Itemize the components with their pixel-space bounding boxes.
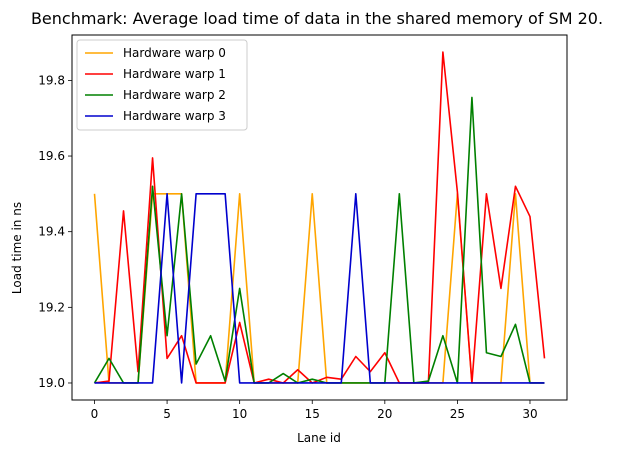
y-tick-label: 19.6 (38, 149, 65, 163)
series-line-3 (94, 193, 545, 384)
legend-label: Hardware warp 2 (123, 88, 226, 102)
y-tick-label: 19.8 (38, 73, 65, 87)
x-tick-label: 5 (163, 407, 171, 421)
legend-box (76, 39, 248, 131)
y-axis-label: Load time in ns (10, 202, 24, 294)
series-layer (93, 51, 546, 384)
x-tick-label: 25 (450, 407, 465, 421)
x-axis-label: Lane id (297, 431, 341, 445)
x-tick-label: 30 (522, 407, 537, 421)
x-axis: 0 5 10 15 20 25 30 (91, 400, 538, 421)
x-tick-label: 10 (232, 407, 247, 421)
legend-label: Hardware warp 0 (123, 46, 226, 60)
y-axis: 19.0 19.2 19.4 19.6 19.8 (38, 73, 72, 390)
legend-label: Hardware warp 1 (123, 67, 226, 81)
chart-title: Benchmark: Average load time of data in … (31, 9, 603, 28)
y-tick-label: 19.4 (38, 225, 65, 239)
x-tick-label: 20 (377, 407, 392, 421)
x-tick-label: 0 (91, 407, 99, 421)
plot-frame (71, 34, 568, 401)
series-line-2 (93, 96, 545, 384)
y-tick-label: 19.0 (38, 376, 65, 390)
legend-label: Hardware warp 3 (123, 109, 226, 123)
y-tick-label: 19.2 (38, 300, 65, 314)
legend: Hardware warp 0 Hardware warp 1 Hardware w… (76, 39, 248, 131)
series-line-1 (94, 51, 546, 384)
x-tick-label: 15 (305, 407, 320, 421)
